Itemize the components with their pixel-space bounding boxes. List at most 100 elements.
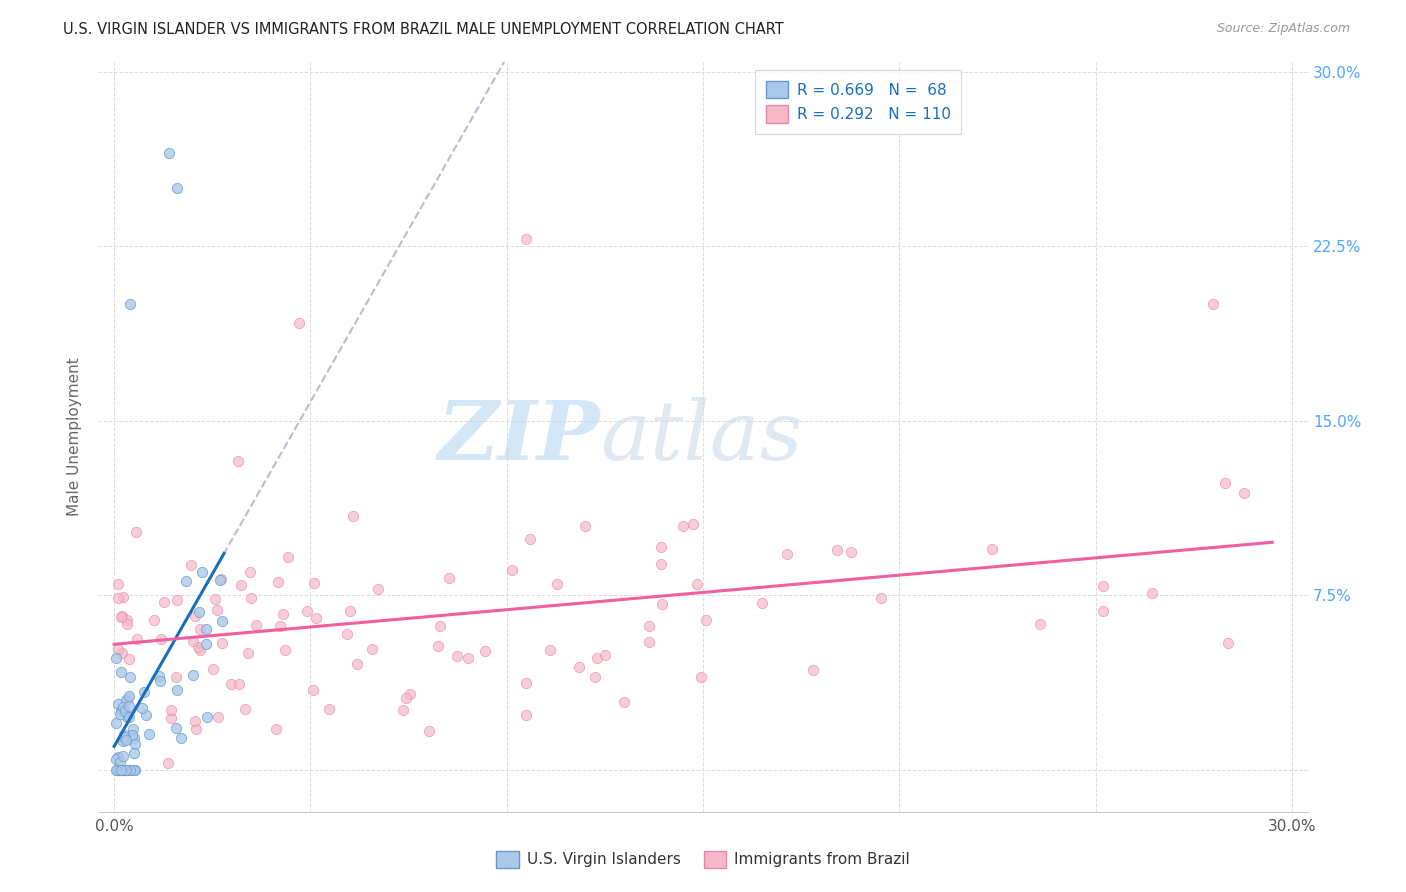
Point <box>166 181 188 195</box>
Point <box>427 639 450 653</box>
Point <box>121 728 143 742</box>
Point <box>638 618 661 632</box>
Point <box>118 763 141 777</box>
Point <box>672 518 695 533</box>
Point <box>114 763 136 777</box>
Point <box>153 594 176 608</box>
Point <box>108 706 131 721</box>
Point <box>117 690 139 705</box>
Point <box>117 698 139 713</box>
Point <box>111 763 134 777</box>
Point <box>131 701 153 715</box>
Point <box>207 710 229 724</box>
Point <box>690 670 713 684</box>
Y-axis label: Male Unemployment: Male Unemployment <box>67 358 83 516</box>
Point <box>108 763 131 777</box>
Point <box>271 607 294 621</box>
Point <box>519 532 541 546</box>
Point <box>184 609 207 624</box>
Point <box>638 635 661 649</box>
Point <box>219 677 242 691</box>
Point <box>233 702 256 716</box>
Point <box>107 750 129 764</box>
Point <box>111 763 134 777</box>
Point <box>114 704 136 718</box>
Point <box>111 763 134 777</box>
Point <box>125 632 148 646</box>
Point <box>538 642 561 657</box>
Point <box>228 677 250 691</box>
Point <box>184 722 207 736</box>
Point <box>114 730 136 744</box>
Point <box>583 669 606 683</box>
Point <box>111 734 134 748</box>
Point <box>157 146 180 161</box>
Point <box>166 683 188 698</box>
Point <box>515 676 537 690</box>
Point <box>115 617 138 632</box>
Point <box>515 232 537 246</box>
Point <box>305 611 328 625</box>
Point <box>132 685 155 699</box>
Point <box>827 543 849 558</box>
Point <box>105 763 128 777</box>
Point <box>211 615 233 629</box>
Point <box>118 710 141 724</box>
Point <box>302 576 325 591</box>
Point <box>115 710 138 724</box>
Point <box>110 763 132 777</box>
Point <box>166 593 188 607</box>
Point <box>181 634 204 648</box>
Point <box>194 622 217 636</box>
Point <box>118 689 141 703</box>
Point <box>208 573 231 587</box>
Point <box>188 605 211 619</box>
Point <box>118 670 141 684</box>
Point <box>318 702 340 716</box>
Point <box>195 710 218 724</box>
Point <box>870 591 893 606</box>
Point <box>195 638 218 652</box>
Point <box>209 572 232 586</box>
Point <box>360 641 382 656</box>
Point <box>148 669 170 683</box>
Point <box>118 652 141 666</box>
Point <box>149 632 172 646</box>
Point <box>226 454 249 468</box>
Point <box>391 703 413 717</box>
Legend: U.S. Virgin Islanders, Immigrants from Brazil: U.S. Virgin Islanders, Immigrants from B… <box>491 845 915 873</box>
Point <box>429 619 451 633</box>
Point <box>1142 586 1164 600</box>
Point <box>586 651 609 665</box>
Point <box>112 763 135 777</box>
Point <box>650 541 672 555</box>
Point <box>112 700 135 714</box>
Point <box>394 691 416 706</box>
Point <box>437 570 460 584</box>
Point <box>239 591 262 605</box>
Point <box>339 603 361 617</box>
Point <box>111 591 134 605</box>
Legend: R = 0.669   N =  68, R = 0.292   N = 110: R = 0.669 N = 68, R = 0.292 N = 110 <box>755 70 962 134</box>
Point <box>651 597 673 611</box>
Point <box>110 610 132 624</box>
Point <box>111 763 134 777</box>
Point <box>118 297 141 311</box>
Point <box>183 668 205 682</box>
Point <box>695 613 717 627</box>
Point <box>336 626 359 640</box>
Point <box>574 519 596 533</box>
Point <box>112 728 135 742</box>
Point <box>501 563 523 577</box>
Point <box>107 698 129 712</box>
Point <box>342 508 364 523</box>
Point <box>239 565 262 579</box>
Point <box>105 651 128 665</box>
Point <box>125 524 148 539</box>
Point <box>1202 297 1225 311</box>
Point <box>110 665 132 679</box>
Point <box>121 722 143 736</box>
Point <box>107 577 129 591</box>
Point <box>295 604 318 618</box>
Point <box>107 591 129 606</box>
